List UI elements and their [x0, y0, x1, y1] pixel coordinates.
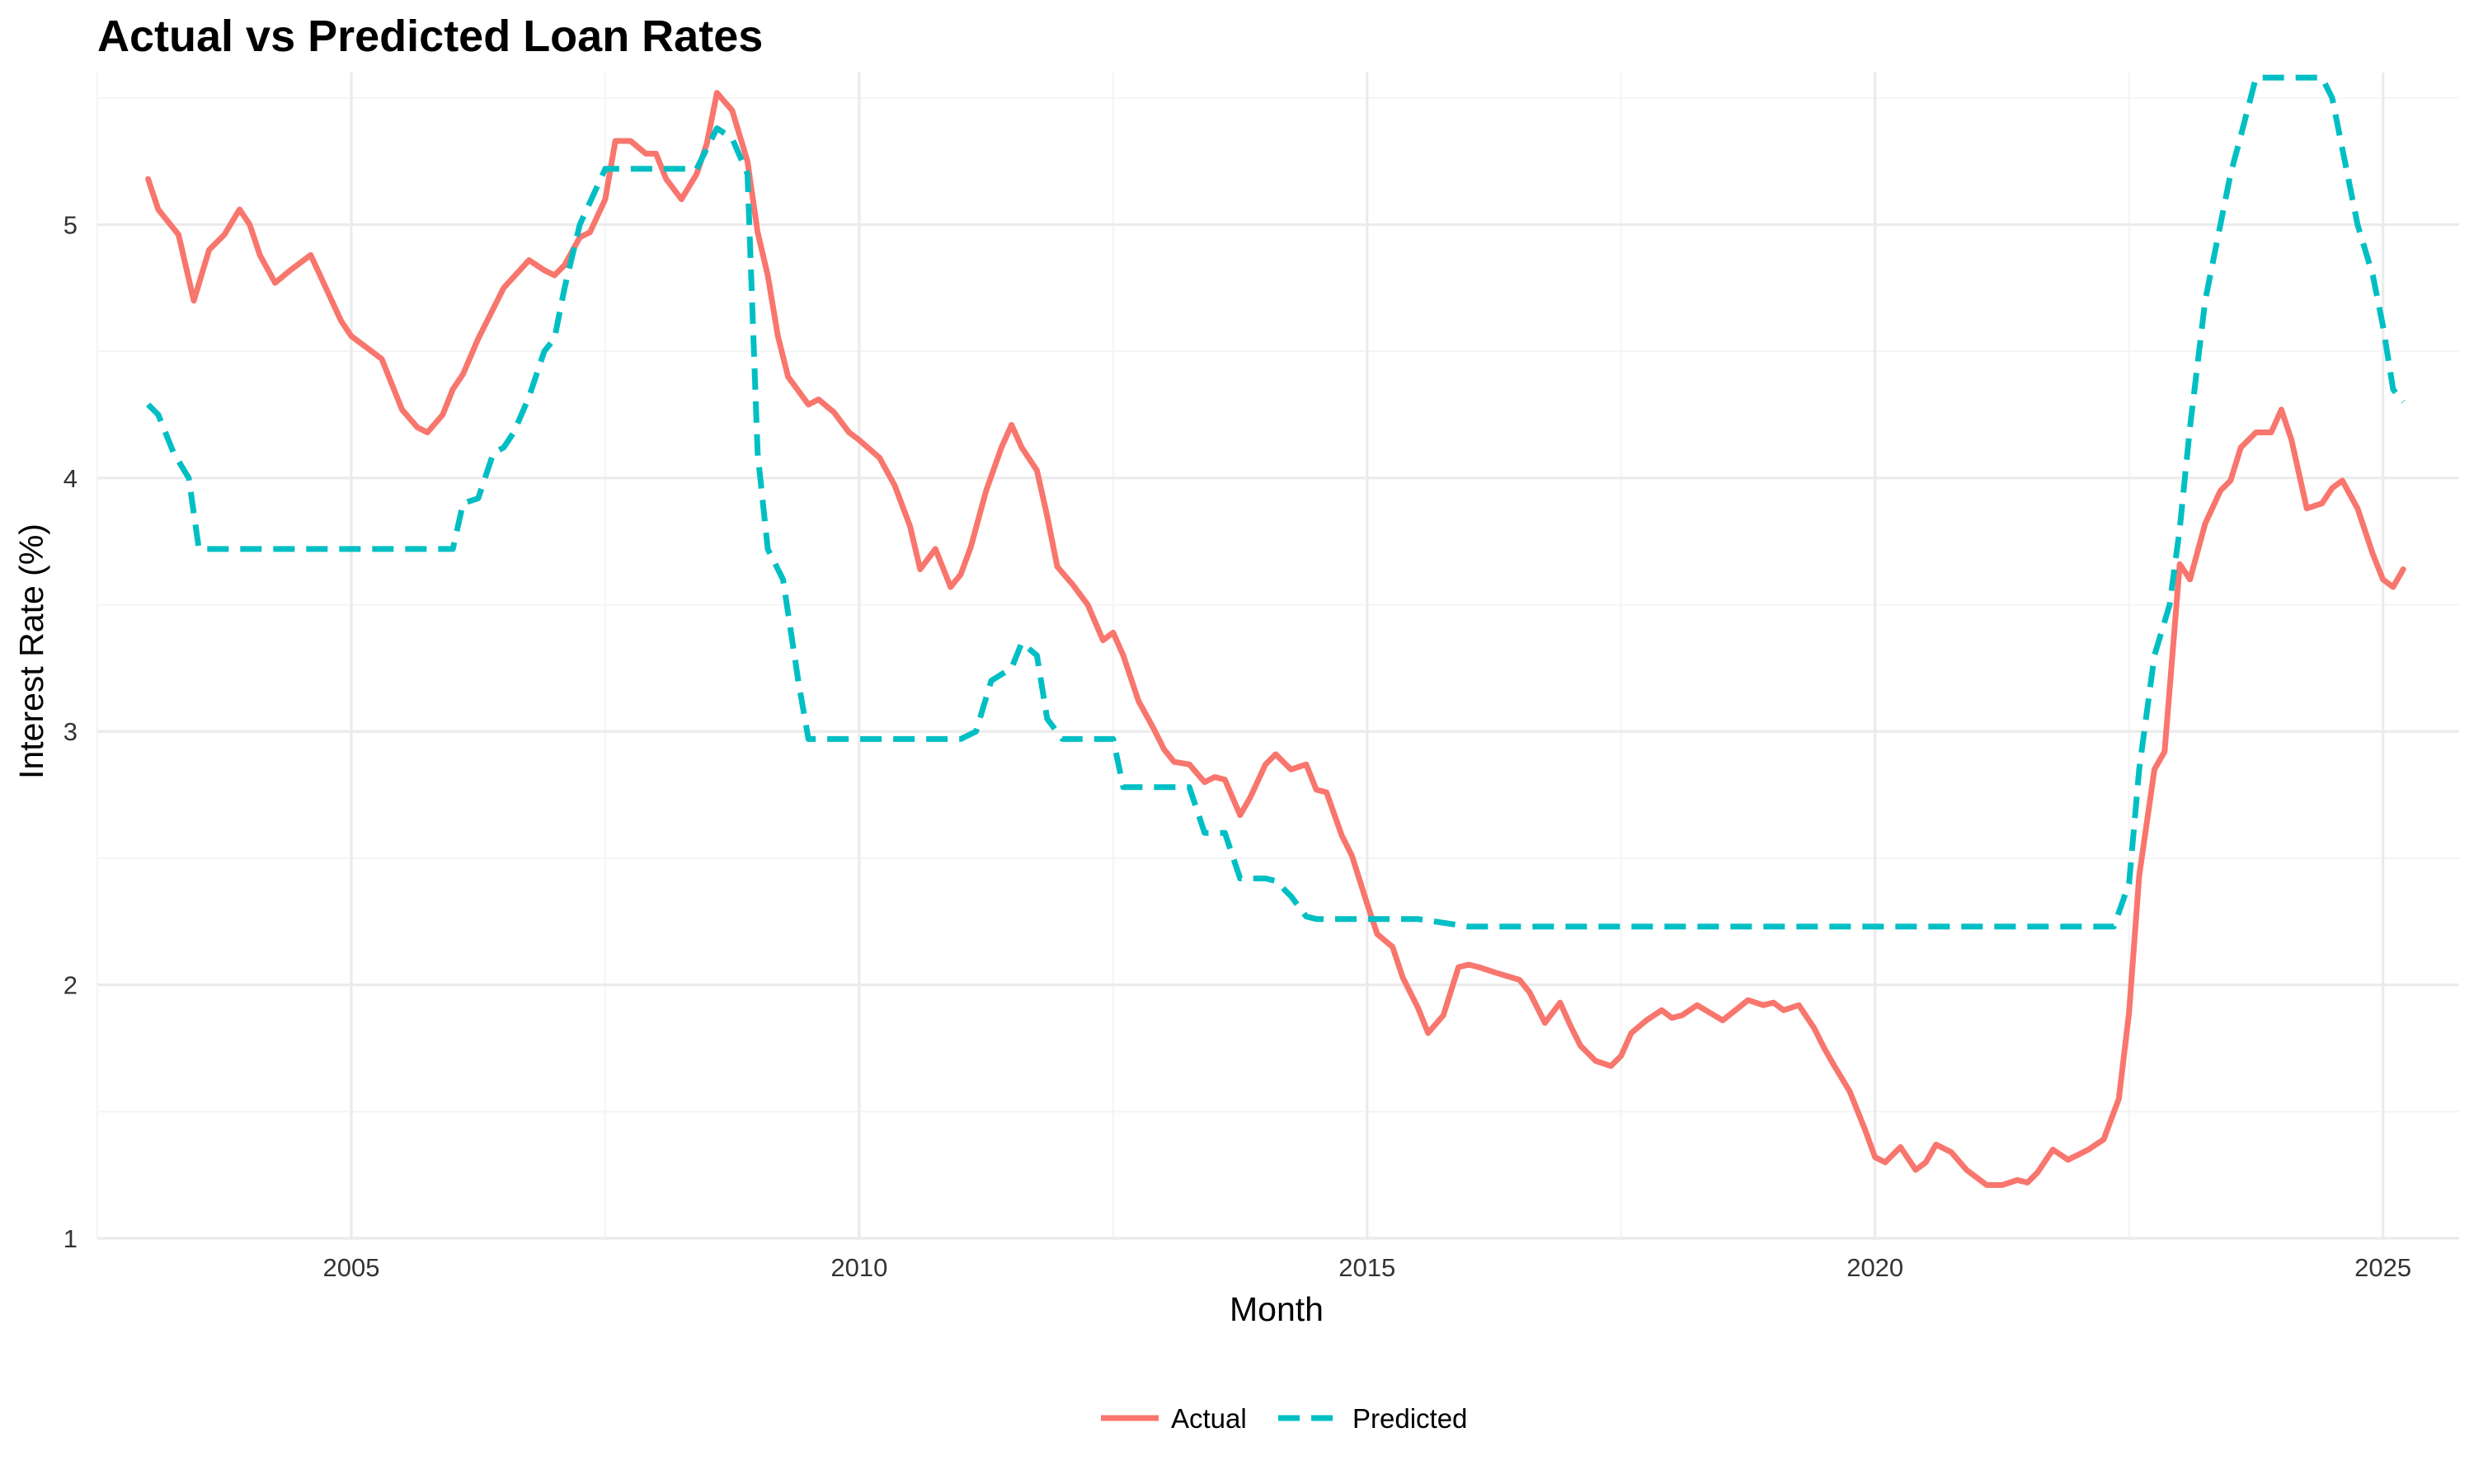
legend: Actual Predicted [1101, 1403, 1467, 1434]
y-tick-label: 2 [63, 971, 78, 1000]
x-axis-ticks: 2005 2010 2015 2020 2025 [322, 1253, 2411, 1282]
grid [96, 73, 2459, 1240]
series-line-actual [145, 90, 2406, 1188]
y-axis-ticks: 1 2 3 4 5 [63, 210, 78, 1253]
y-tick-label: 1 [63, 1224, 78, 1253]
series-layer [145, 74, 2406, 1188]
series-line-predicted [146, 74, 2406, 930]
x-axis-title: Month [1230, 1290, 1324, 1328]
legend-label-predicted: Predicted [1352, 1403, 1467, 1434]
x-tick-label: 2005 [322, 1253, 379, 1282]
y-tick-label: 4 [63, 464, 78, 493]
x-tick-label: 2020 [1846, 1253, 1903, 1282]
legend-label-actual: Actual [1171, 1403, 1247, 1434]
y-tick-label: 3 [63, 717, 78, 746]
y-tick-label: 5 [63, 210, 78, 239]
x-tick-label: 2025 [2354, 1253, 2411, 1282]
x-tick-label: 2015 [1338, 1253, 1395, 1282]
chart-title: Actual vs Predicted Loan Rates [97, 12, 763, 61]
x-tick-label: 2010 [830, 1253, 887, 1282]
y-axis-title: Interest Rate (%) [12, 524, 50, 779]
